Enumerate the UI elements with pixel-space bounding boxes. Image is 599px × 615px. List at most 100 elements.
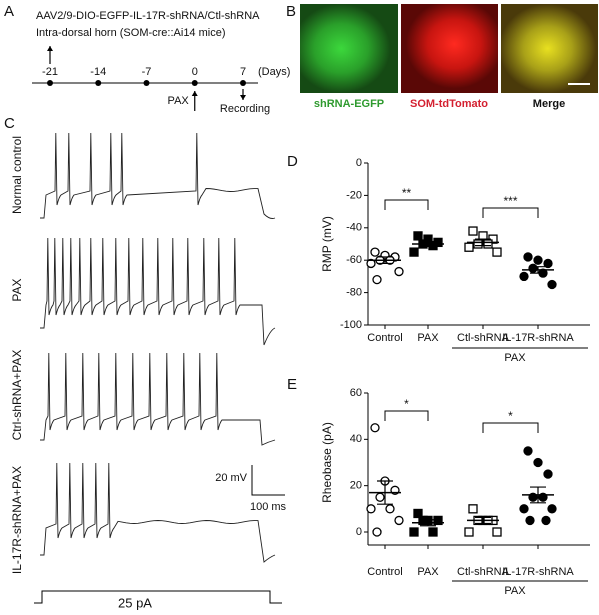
y-tick-label: 0 [356, 157, 362, 169]
sem-bar [530, 266, 546, 274]
sem-bar [420, 240, 436, 248]
stimulus-label: 25 pA [118, 595, 152, 610]
data-point [372, 274, 382, 285]
data-point [528, 263, 538, 273]
panel-label: A [4, 3, 14, 20]
arrow-head [47, 46, 53, 51]
voltage-trace [40, 352, 276, 446]
y-axis-title: Rheobase (pA) [320, 422, 334, 503]
x-tick-label: Ctl-shRNA [457, 332, 510, 344]
significance-label: ** [402, 186, 412, 200]
data-point [409, 527, 419, 537]
significance-label: *** [503, 194, 517, 208]
data-point [547, 279, 557, 290]
data-point [541, 515, 551, 526]
data-point [523, 446, 533, 456]
data-point [366, 504, 376, 514]
image-label: Merge [533, 98, 565, 110]
sem-bar [475, 238, 491, 247]
significance-bracket [384, 199, 429, 210]
panel-label: D [287, 153, 298, 170]
y-tick-label: -20 [346, 189, 362, 201]
timeline-ticks: -21 -14 -7 0 7 PAX Recording [42, 46, 270, 115]
significance-bracket [482, 207, 539, 218]
x-tick-label: IL-17R-shRNA [502, 332, 574, 344]
data-point [428, 240, 438, 251]
y-tick-label: 60 [350, 387, 362, 399]
panel-label: E [287, 376, 297, 393]
timeline-dot [47, 80, 53, 86]
data-point [468, 226, 478, 236]
timeline-dot [143, 80, 150, 86]
sem-bar [377, 256, 393, 265]
data-point [428, 527, 438, 537]
data-point [523, 252, 533, 262]
data-point [366, 258, 376, 269]
day-label: -21 [42, 66, 58, 78]
trace-label: Normal control [10, 136, 24, 214]
significance-label: * [404, 397, 409, 411]
significance-label: * [508, 409, 513, 423]
scale-time: 100 ms [250, 501, 287, 513]
x-tick-label: PAX [417, 332, 439, 344]
voltage-trace [40, 462, 276, 563]
data-point [483, 239, 493, 249]
sem-bar [377, 480, 393, 505]
significance-bracket [482, 422, 539, 433]
data-point [533, 255, 543, 265]
data-point [525, 515, 535, 526]
data-point [464, 242, 474, 252]
scale-voltage: 20 mV [215, 472, 247, 484]
image-merge [501, 4, 598, 93]
data-point [492, 247, 502, 257]
y-tick-label: -60 [346, 254, 362, 266]
data-point [413, 508, 423, 519]
data-point [413, 231, 423, 241]
data-point [433, 515, 443, 526]
days-unit: (Days) [258, 66, 290, 78]
timeline-dot [240, 80, 246, 86]
trace-scale-bar [251, 465, 285, 496]
panel-label: C [4, 115, 15, 132]
x-tick-label: Control [367, 566, 402, 578]
timeline-dot [95, 80, 102, 86]
significance-bracket [384, 410, 429, 421]
data-point [372, 527, 382, 537]
data-point [394, 515, 404, 526]
data-point [418, 515, 428, 526]
day-label: -14 [90, 66, 106, 78]
y-axis-title: RMP (mV) [320, 216, 334, 272]
traces [40, 132, 276, 563]
data-point [468, 504, 478, 514]
group-label: PAX [504, 352, 526, 364]
arrow-head [240, 95, 246, 100]
data-point [547, 504, 557, 514]
data-point [370, 423, 380, 433]
image-egfp [300, 4, 398, 93]
data-point [473, 239, 483, 249]
trace-label: PAX [10, 278, 24, 301]
image-tdtomato [401, 4, 498, 93]
trace-label: Ctrl-shRNA+PAX [10, 350, 24, 441]
sem-bar [475, 516, 491, 525]
sem-bar [530, 486, 546, 504]
x-tick-label: Control [367, 332, 402, 344]
recording-label: Recording [220, 103, 270, 115]
day-label: 7 [240, 66, 246, 78]
trace-label: IL-17R-shRNA+PAX [10, 466, 24, 574]
arrow-head [191, 91, 198, 96]
pax-label: PAX [168, 95, 190, 107]
data-point [385, 504, 395, 514]
data-point [464, 527, 474, 537]
y-tick-label: 40 [350, 433, 362, 445]
injection-text: AAV2/9-DIO-EGFP-IL-17R-shRNA/Ctl-shRNA [36, 10, 260, 22]
data-point [519, 504, 529, 514]
y-tick-label: 0 [356, 526, 362, 538]
data-point [409, 247, 419, 257]
x-tick-label: IL-17R-shRNA [502, 566, 574, 578]
voltage-trace [40, 132, 276, 219]
stimulus [34, 590, 282, 604]
data-point [370, 247, 380, 257]
data-point [543, 469, 553, 479]
